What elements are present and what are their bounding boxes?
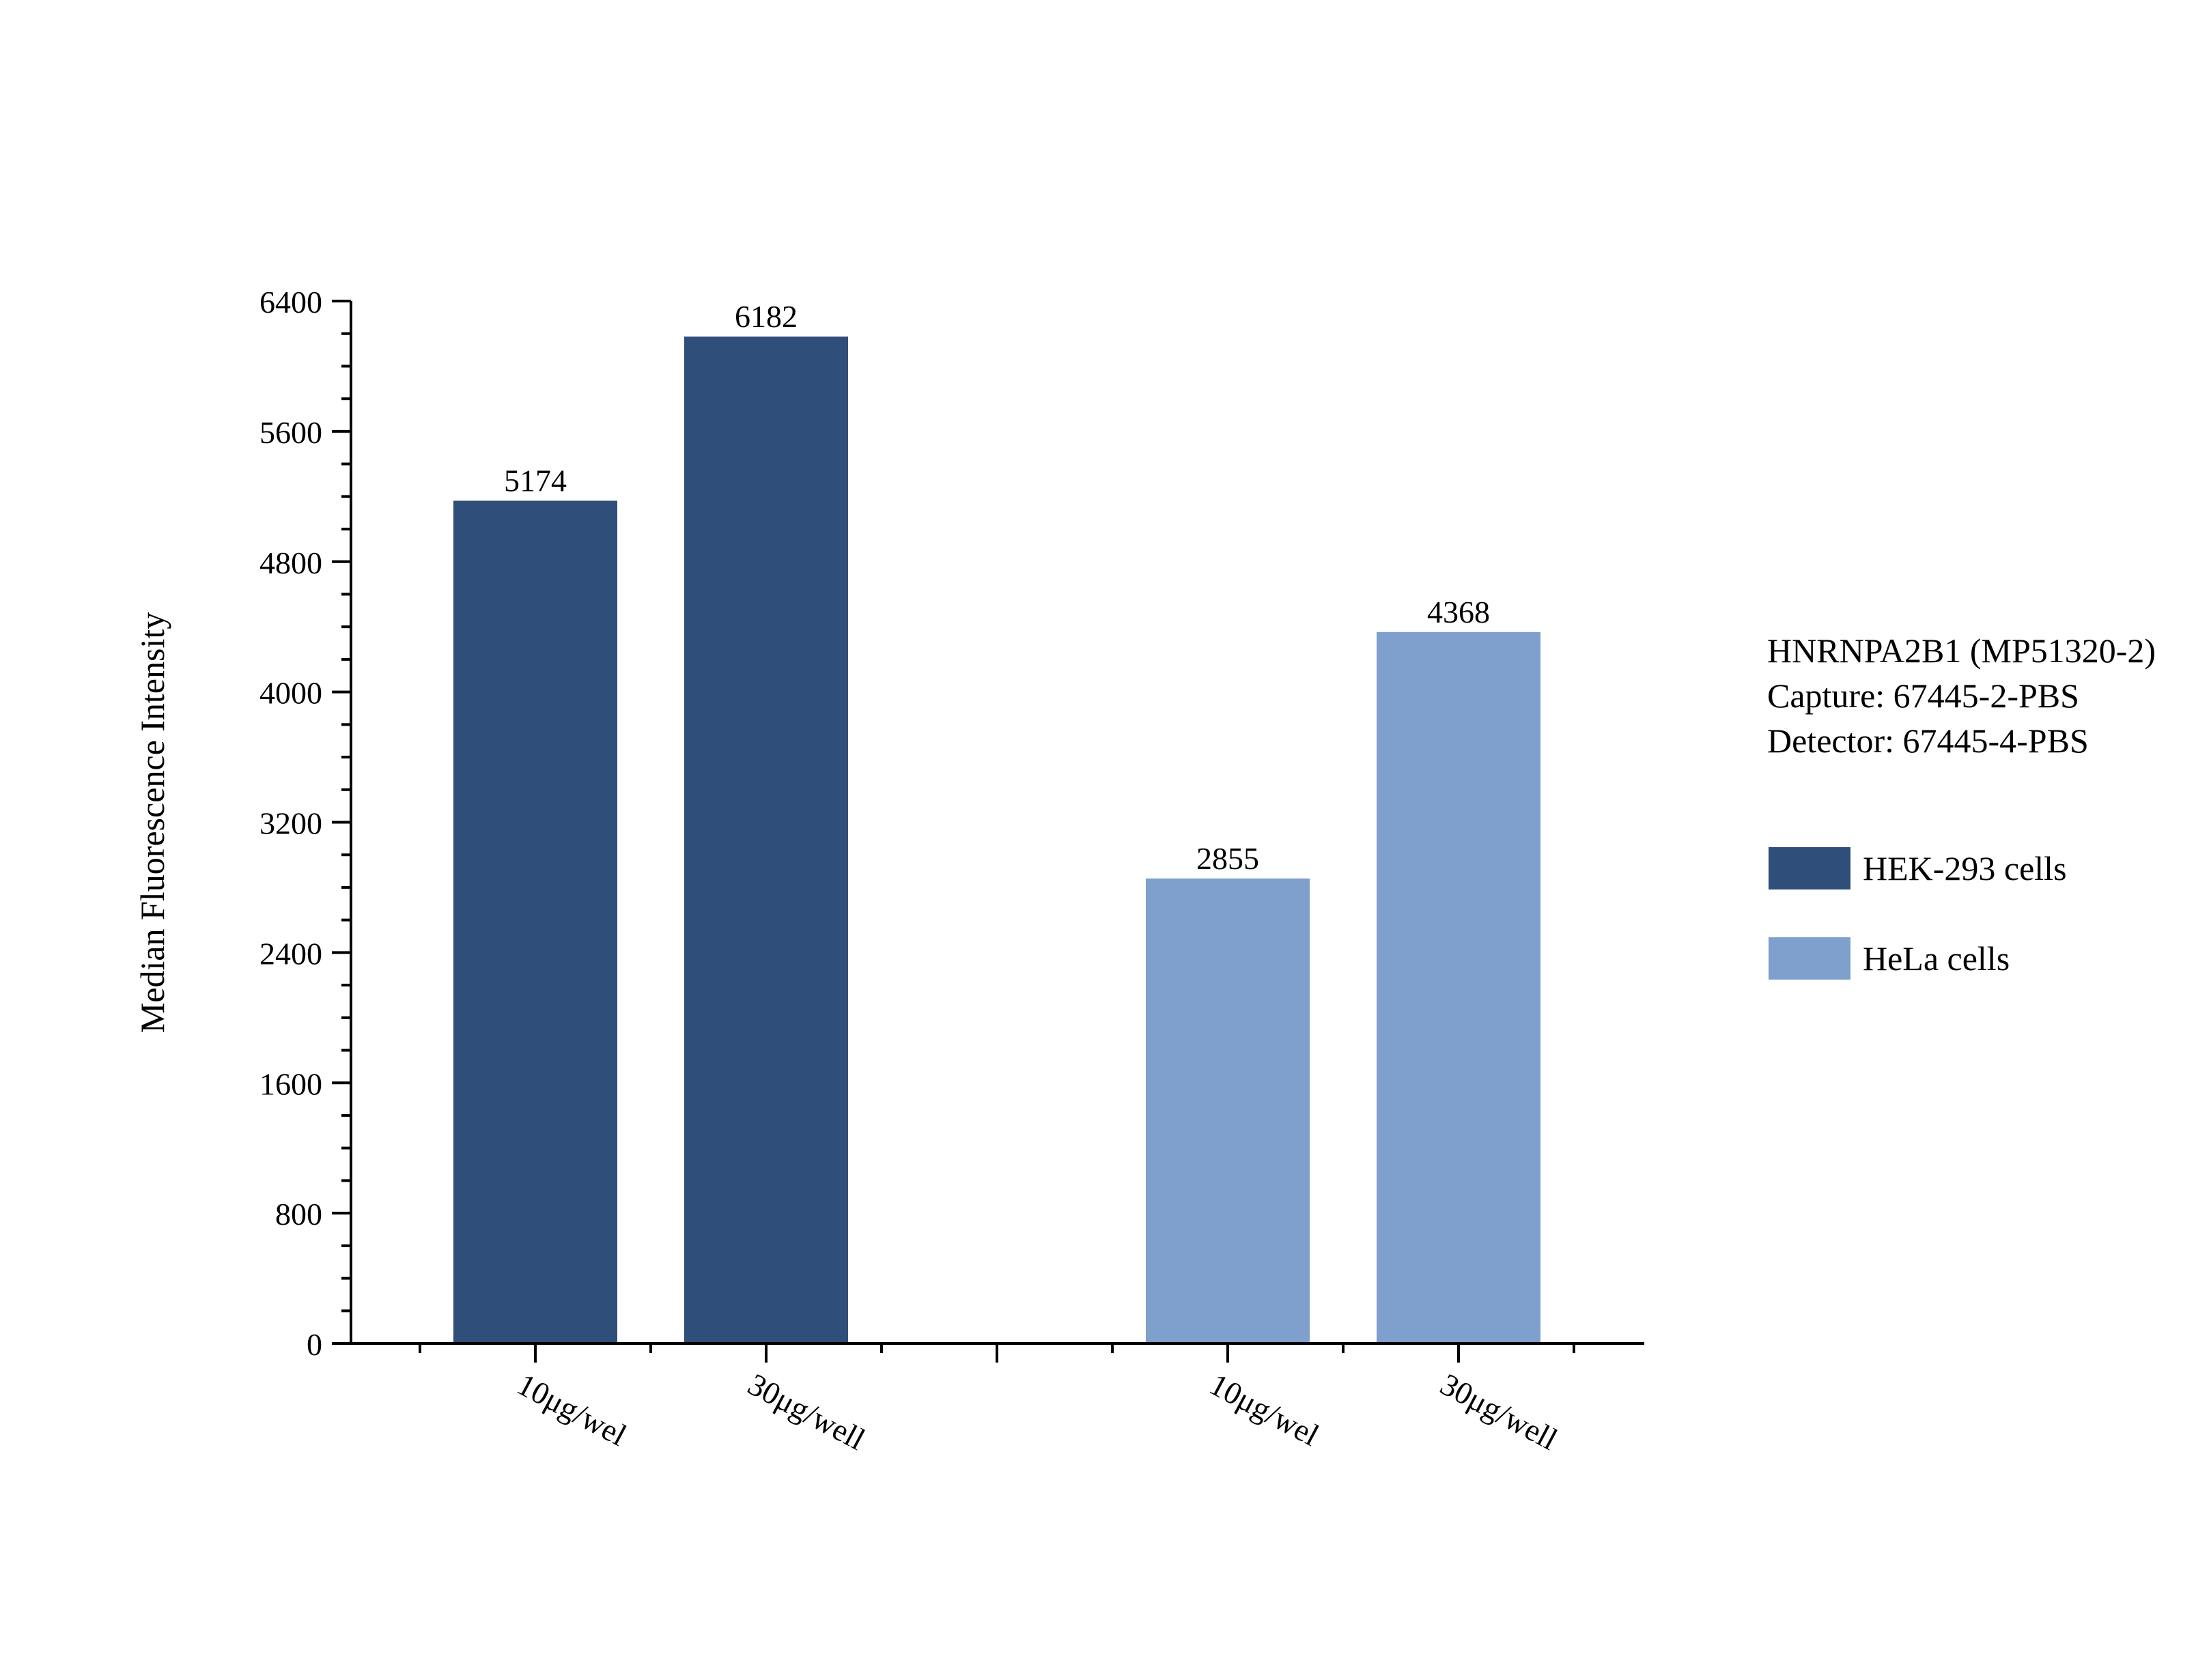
y-tick-label: 6400: [259, 285, 322, 319]
y-tick-label: 1600: [259, 1066, 322, 1101]
bar-value-label: 5174: [504, 464, 567, 498]
y-axis-ticks: 0 800 1600 2400 3200 4000 4800 5600 6400: [259, 285, 351, 1362]
x-category-label: 10μg/wel: [511, 1367, 632, 1453]
legend-swatch-hek293: [1769, 847, 1850, 889]
bars: [453, 337, 1540, 1344]
y-tick-label: 4800: [259, 545, 322, 580]
info-target: HNRNPA2B1 (MP51320-2): [1767, 631, 2156, 670]
x-axis-ticks: [419, 1343, 1575, 1363]
legend-swatch-hela: [1769, 937, 1850, 980]
bar: [453, 500, 617, 1344]
y-tick-label: 800: [275, 1197, 322, 1231]
info-capture: Capture: 67445-2-PBS: [1767, 677, 2079, 715]
bar-value-labels: 5174 6182 2855 4368: [504, 299, 1490, 876]
x-category-labels: 10μg/wel 30μg/well 10μg/wel 30μg/well: [511, 1367, 1563, 1457]
bar: [1146, 878, 1310, 1343]
legend-item-hela: HeLa cells: [1769, 937, 2010, 980]
bar: [1377, 631, 1540, 1343]
y-tick-label: 5600: [259, 415, 322, 450]
x-category-label: 30μg/well: [742, 1367, 871, 1457]
y-tick-label: 2400: [259, 936, 322, 971]
x-category-label: 30μg/well: [1435, 1367, 1563, 1457]
y-axis-title: Median Fluorescence Intensity: [133, 612, 171, 1033]
y-tick-label: 4000: [259, 676, 322, 711]
y-tick-label: 3200: [259, 806, 322, 841]
legend-item-hek293: HEK-293 cells: [1769, 847, 2067, 889]
legend-label-hek293: HEK-293 cells: [1863, 849, 2067, 887]
x-category-label: 10μg/wel: [1204, 1367, 1325, 1453]
bar-value-label: 6182: [735, 299, 798, 334]
legend-label-hela: HeLa cells: [1863, 939, 2010, 978]
y-tick-label: 0: [307, 1327, 322, 1362]
assay-info: HNRNPA2B1 (MP51320-2) Capture: 67445-2-P…: [1767, 628, 2156, 763]
bar: [684, 337, 848, 1343]
bar-value-label: 2855: [1196, 841, 1259, 876]
info-detector: Detector: 67445-4-PBS: [1767, 722, 2089, 760]
bar-value-label: 4368: [1427, 595, 1490, 629]
